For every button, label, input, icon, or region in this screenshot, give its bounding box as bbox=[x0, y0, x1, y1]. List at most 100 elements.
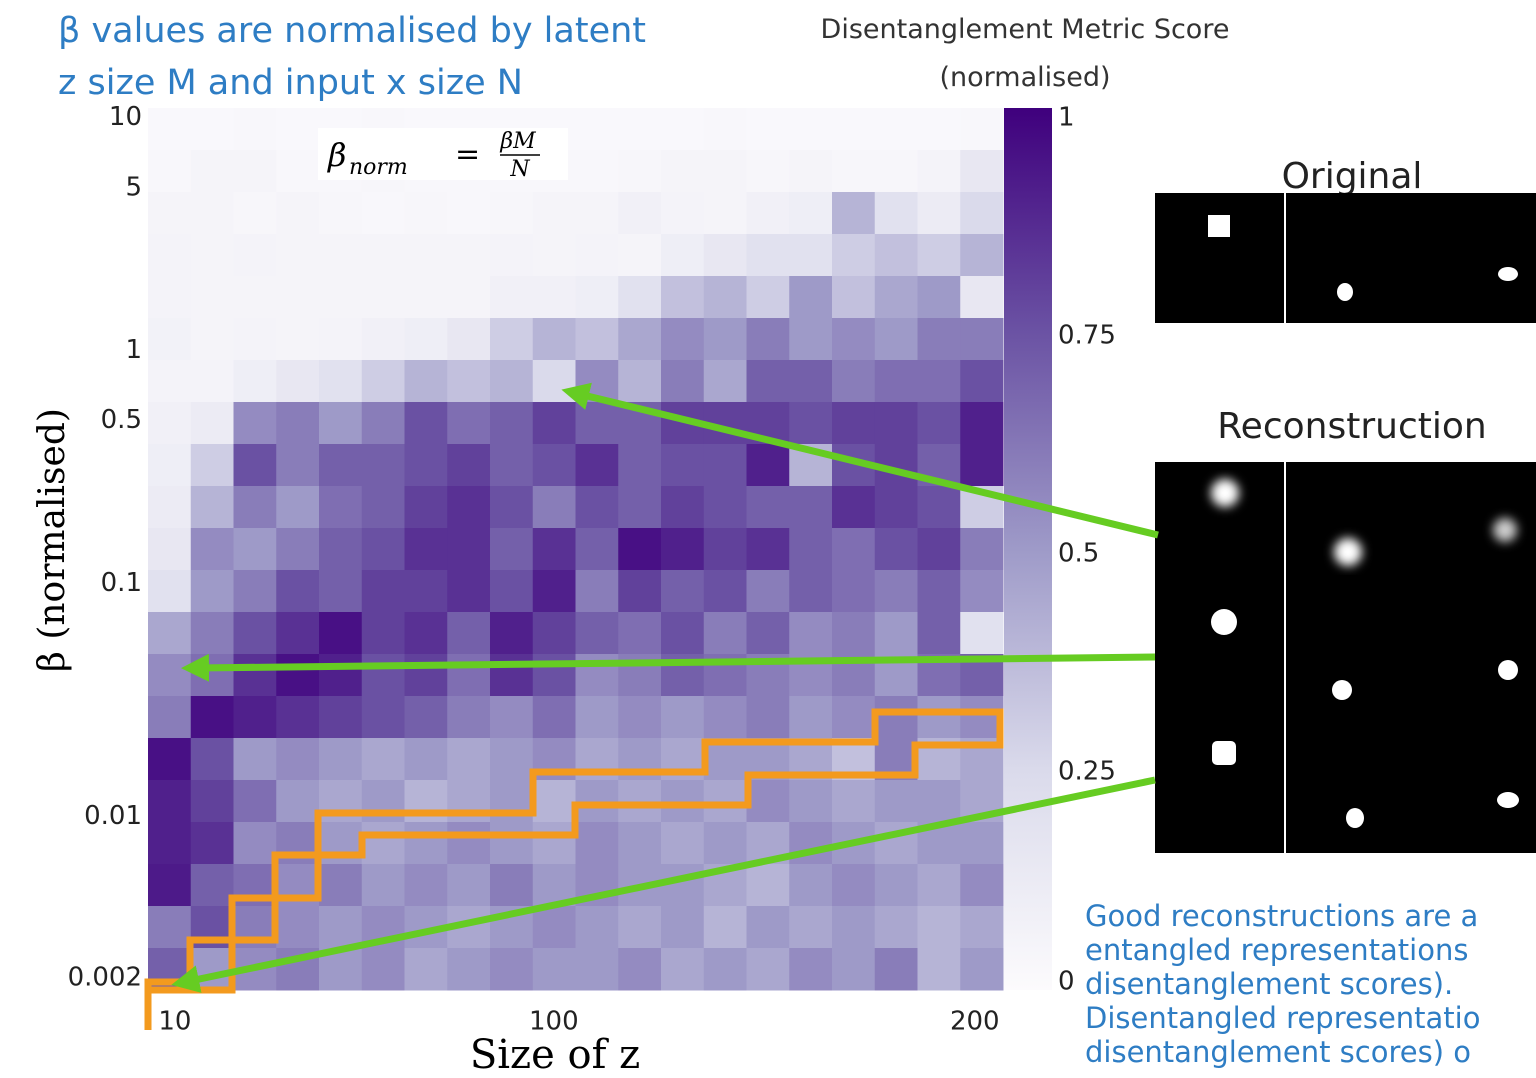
cell bbox=[404, 486, 448, 529]
caption-line: Disentangled representatio bbox=[1085, 1001, 1480, 1035]
cell bbox=[703, 822, 747, 865]
cell bbox=[661, 444, 705, 487]
cell bbox=[276, 318, 320, 361]
cell bbox=[447, 276, 491, 319]
cell bbox=[190, 486, 234, 529]
cell bbox=[319, 318, 363, 361]
cell bbox=[447, 696, 491, 739]
cell bbox=[703, 234, 747, 277]
cell bbox=[148, 402, 192, 445]
cell bbox=[575, 402, 619, 445]
original-panel bbox=[1155, 193, 1536, 323]
cell bbox=[575, 570, 619, 613]
cell bbox=[233, 150, 277, 193]
caption-line: entangled representations bbox=[1085, 933, 1468, 967]
caption-line: Good reconstructions are a bbox=[1085, 899, 1478, 933]
cell bbox=[618, 276, 662, 319]
cell bbox=[832, 108, 876, 151]
cell bbox=[532, 402, 576, 445]
cell bbox=[575, 780, 619, 823]
cell bbox=[148, 486, 192, 529]
cell bbox=[874, 864, 918, 907]
arrow bbox=[561, 382, 1159, 539]
cell bbox=[746, 444, 790, 487]
cell bbox=[404, 234, 448, 277]
cell bbox=[917, 612, 961, 655]
cell bbox=[233, 444, 277, 487]
cell bbox=[233, 780, 277, 823]
cell bbox=[917, 192, 961, 235]
cell bbox=[148, 738, 192, 781]
cell bbox=[746, 360, 790, 403]
cell bbox=[276, 150, 320, 193]
cell bbox=[190, 192, 234, 235]
cell bbox=[276, 738, 320, 781]
cell bbox=[319, 360, 363, 403]
cell bbox=[832, 780, 876, 823]
cell bbox=[575, 822, 619, 865]
blob bbox=[1498, 660, 1518, 680]
cell bbox=[789, 150, 833, 193]
cell bbox=[447, 612, 491, 655]
cell bbox=[874, 108, 918, 151]
x-tick-label: 10 bbox=[158, 1007, 191, 1037]
cell bbox=[832, 150, 876, 193]
cell bbox=[832, 528, 876, 571]
cell bbox=[148, 318, 192, 361]
cell bbox=[874, 906, 918, 949]
cell bbox=[661, 276, 705, 319]
formula-num: βM bbox=[499, 129, 536, 154]
cell bbox=[276, 906, 320, 949]
blob bbox=[1332, 680, 1352, 700]
cell bbox=[746, 108, 790, 151]
cell bbox=[490, 738, 534, 781]
cell bbox=[361, 360, 405, 403]
heatmap bbox=[148, 108, 1004, 991]
cell bbox=[276, 486, 320, 529]
cell bbox=[917, 318, 961, 361]
cell bbox=[233, 570, 277, 613]
blob bbox=[1337, 283, 1353, 301]
y-tick-label: 0.5 bbox=[101, 405, 142, 435]
cell bbox=[703, 360, 747, 403]
cell bbox=[361, 612, 405, 655]
cell bbox=[575, 696, 619, 739]
panel-label: Reconstruction bbox=[1217, 406, 1486, 447]
x-axis-label: Size of z bbox=[470, 1032, 640, 1078]
cell bbox=[532, 360, 576, 403]
cell bbox=[874, 570, 918, 613]
cell bbox=[575, 528, 619, 571]
cell bbox=[746, 570, 790, 613]
cell bbox=[874, 150, 918, 193]
cell bbox=[319, 654, 363, 697]
cell bbox=[618, 192, 662, 235]
cell bbox=[490, 864, 534, 907]
y-axis-label: β (normalised) bbox=[32, 408, 73, 672]
cell bbox=[532, 318, 576, 361]
cell bbox=[789, 570, 833, 613]
cell bbox=[148, 150, 192, 193]
cell bbox=[703, 780, 747, 823]
cell bbox=[960, 402, 1004, 445]
cell bbox=[960, 822, 1004, 865]
cell bbox=[532, 612, 576, 655]
cell bbox=[233, 528, 277, 571]
cell bbox=[874, 486, 918, 529]
cell bbox=[404, 948, 448, 991]
cell bbox=[874, 192, 918, 235]
cell bbox=[917, 402, 961, 445]
cell bbox=[319, 486, 363, 529]
blob bbox=[1208, 215, 1230, 237]
cell bbox=[404, 864, 448, 907]
cell bbox=[190, 570, 234, 613]
cell bbox=[575, 150, 619, 193]
cell bbox=[361, 444, 405, 487]
cell bbox=[276, 696, 320, 739]
cell bbox=[276, 108, 320, 151]
cell bbox=[404, 192, 448, 235]
annotation-title: z size M and input x size N bbox=[58, 63, 523, 103]
cell bbox=[319, 696, 363, 739]
cell bbox=[404, 696, 448, 739]
cell bbox=[148, 780, 192, 823]
cell bbox=[960, 360, 1004, 403]
